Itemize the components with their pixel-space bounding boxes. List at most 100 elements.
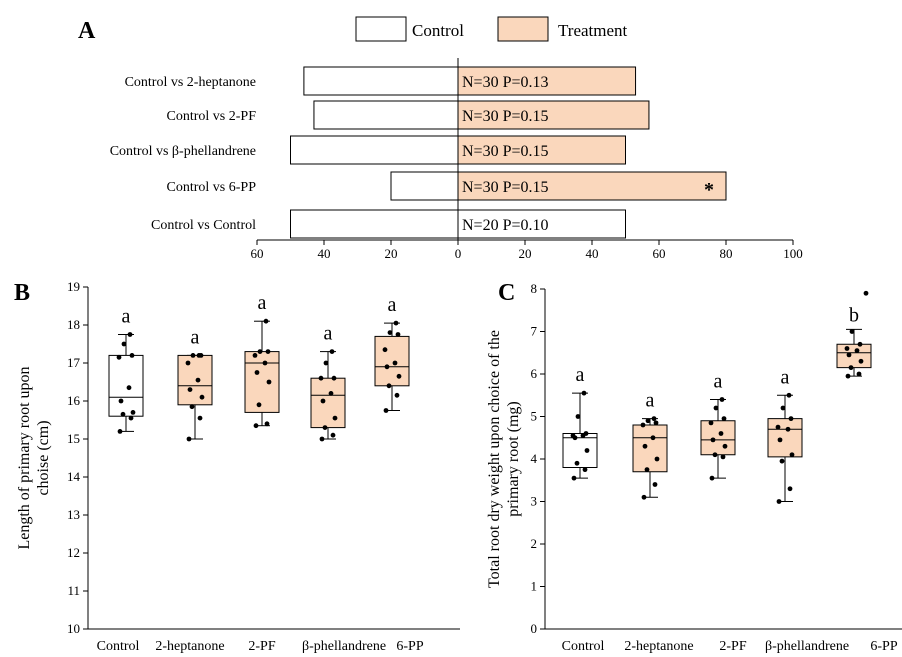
panel-letter-c: C xyxy=(498,280,515,306)
data-point xyxy=(196,353,202,358)
bar-control xyxy=(303,66,459,96)
y-axis-label: Total root dry weight upon choice of the xyxy=(486,330,503,588)
x-tick-label: 40 xyxy=(318,246,331,261)
data-point xyxy=(719,397,725,402)
bar-annotation: N=30 P=0.15 xyxy=(462,179,549,196)
y-tick-label: 12 xyxy=(67,545,80,560)
y-tick-label: 14 xyxy=(67,469,81,484)
data-point xyxy=(640,422,646,428)
data-point xyxy=(651,416,657,422)
data-point xyxy=(708,420,714,426)
data-point xyxy=(858,358,864,364)
significance-marker: * xyxy=(704,179,714,201)
data-point xyxy=(583,431,589,436)
data-point xyxy=(644,467,650,473)
x-category-label: 2-PF xyxy=(248,639,275,654)
bar-control xyxy=(290,209,459,239)
data-point xyxy=(650,435,656,441)
data-point xyxy=(846,352,852,358)
data-point xyxy=(323,360,329,366)
data-point xyxy=(187,387,193,392)
data-point xyxy=(777,437,783,443)
y-tick-label: 4 xyxy=(531,451,538,466)
data-point xyxy=(645,418,651,424)
data-point xyxy=(857,341,863,347)
y-tick-label: 5 xyxy=(531,409,538,424)
x-category-label: 2-heptanone xyxy=(624,639,693,654)
data-point xyxy=(788,416,794,422)
data-point xyxy=(710,437,716,443)
data-point xyxy=(849,329,855,334)
data-point xyxy=(581,390,587,396)
box xyxy=(374,335,410,387)
data-point xyxy=(197,415,203,421)
x-category-label: 6-PP xyxy=(396,639,423,654)
data-point xyxy=(332,415,338,421)
data-point xyxy=(195,377,201,383)
data-point xyxy=(786,392,792,398)
data-point xyxy=(776,499,782,504)
significance-letter: a xyxy=(714,371,723,393)
x-tick-label: 100 xyxy=(783,246,803,261)
bar-control xyxy=(313,100,459,130)
significance-letter: b xyxy=(849,304,859,326)
category-label: Control vs Control xyxy=(151,218,256,233)
data-point xyxy=(256,402,262,408)
box xyxy=(244,351,280,413)
data-point xyxy=(387,330,393,335)
data-point xyxy=(584,448,590,453)
data-point xyxy=(329,349,335,354)
data-point xyxy=(654,456,660,462)
x-category-label: 2-PF xyxy=(719,639,746,654)
data-point xyxy=(779,458,785,464)
panel-letter-b: B xyxy=(14,280,30,306)
data-point xyxy=(266,379,272,385)
data-point xyxy=(394,392,400,398)
data-point xyxy=(713,405,719,411)
bar-control xyxy=(290,135,459,165)
x-tick-label: 60 xyxy=(653,246,666,261)
data-point xyxy=(383,408,389,413)
box xyxy=(562,433,598,468)
significance-letter: a xyxy=(324,323,333,345)
y-tick-label: 13 xyxy=(67,507,80,522)
x-tick-label: 40 xyxy=(586,246,599,261)
y-tick-label: 3 xyxy=(531,494,538,509)
data-point xyxy=(190,353,196,358)
bar-treatment xyxy=(457,66,637,96)
data-point xyxy=(844,346,850,351)
significance-letter: a xyxy=(191,326,200,348)
data-point xyxy=(845,373,851,379)
data-point xyxy=(722,443,728,449)
data-point xyxy=(330,432,336,438)
significance-letter: a xyxy=(781,366,790,388)
data-point xyxy=(775,424,781,430)
data-point xyxy=(319,436,325,442)
data-point xyxy=(386,383,392,389)
x-tick-label: 20 xyxy=(385,246,398,261)
significance-letter: a xyxy=(258,292,267,314)
y-tick-label: 16 xyxy=(67,393,81,408)
box xyxy=(700,420,736,456)
x-tick-label: 0 xyxy=(455,246,462,261)
bar-treatment xyxy=(457,135,626,165)
category-label: Control vs β-phellandrene xyxy=(110,144,256,159)
data-point xyxy=(720,454,726,460)
bar-annotation: N=30 P=0.15 xyxy=(462,108,549,125)
legend-label-control: Control xyxy=(412,21,464,40)
data-point xyxy=(126,385,132,391)
category-label: Control vs 2-PF xyxy=(167,109,257,124)
box xyxy=(177,354,213,406)
data-point xyxy=(331,375,337,381)
bar-treatment xyxy=(457,209,626,239)
data-point xyxy=(116,354,122,360)
data-point xyxy=(780,405,786,411)
bar-annotation: N=20 P=0.10 xyxy=(462,217,549,234)
box xyxy=(310,377,346,429)
data-point xyxy=(263,318,269,324)
y-tick-label: 2 xyxy=(531,536,538,551)
significance-letter: a xyxy=(646,390,655,412)
data-point xyxy=(127,332,133,337)
y-tick-label: 19 xyxy=(67,279,80,294)
box xyxy=(108,354,144,417)
